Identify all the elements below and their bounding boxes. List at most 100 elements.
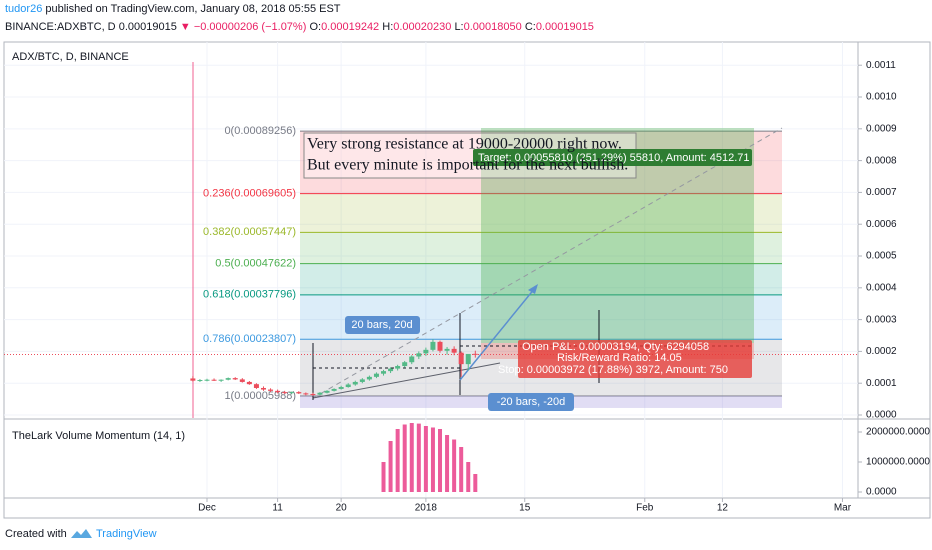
pane-title: TheLark Volume Momentum (14, 1) (12, 430, 185, 442)
position-label: Stop: 0.00003972 (17.88%) 3972, Amount: … (498, 364, 728, 376)
footer-brand[interactable]: TradingView (96, 528, 157, 540)
candle-body (423, 349, 429, 354)
footer (0, 519, 932, 550)
candle-body (225, 378, 231, 380)
candle-body (402, 362, 408, 367)
arrow (459, 287, 536, 381)
change: ▼ −0.00000206 (−1.07%) (180, 21, 306, 33)
candle-body (366, 376, 372, 380)
last: 0.00019015 (119, 21, 177, 33)
symbol: BINANCE:ADXBTC, D (5, 21, 116, 33)
range-box (488, 393, 574, 411)
candle-body (239, 379, 245, 382)
arrow-head (528, 284, 538, 294)
candle-body (324, 390, 330, 393)
tool-labels: Target: 0.00055810 (251.29%) 55810, Amou… (12, 51, 752, 442)
y-tick-label: 0.0008 (866, 155, 897, 166)
candle-body (303, 393, 309, 395)
footer-text: Created with (5, 528, 67, 540)
bar (445, 435, 450, 492)
y-tick-label: 0.0004 (866, 282, 897, 293)
x-tick-label: Dec (198, 503, 216, 514)
x-tick-label: 15 (519, 503, 531, 514)
published: published on TradingView.com, January 08… (42, 3, 340, 15)
candle-body (373, 373, 379, 377)
candle-body (458, 352, 464, 365)
position-label: Open P&L: 0.00003194, Qty: 6294058 (522, 341, 709, 353)
y-tick-label: 0.0005 (866, 251, 897, 262)
projection-line (312, 127, 783, 399)
bar (416, 423, 421, 492)
bar (473, 474, 478, 492)
candle-body (331, 388, 337, 391)
candle-body (289, 392, 295, 394)
candle-body (310, 394, 316, 396)
y-tick-label: 0.0006 (866, 219, 897, 230)
candle-body (430, 341, 436, 350)
y-tick-label: 0.0000 (866, 487, 897, 498)
x-tick-label: Feb (636, 503, 654, 514)
bar (395, 429, 400, 492)
y-tick-label: 0.0002 (866, 346, 897, 357)
y-tick-label: 0.0001 (866, 378, 897, 389)
candle-body (444, 348, 450, 351)
candle-body (317, 392, 323, 395)
h-value: 0.00020230 (393, 21, 451, 33)
candle-body (253, 384, 259, 388)
candle-body (282, 392, 288, 394)
candle-body (246, 381, 252, 385)
fib-label: 0.618(0.00037796) (203, 289, 296, 301)
candle-body (296, 392, 302, 394)
candle-body (359, 379, 365, 382)
y-tick-label: 0.0000 (866, 410, 897, 421)
candle-body (232, 378, 238, 380)
candle-body (465, 353, 471, 365)
bar (388, 441, 393, 492)
candle-body (451, 348, 457, 353)
y-tick-label: 0.0003 (866, 314, 897, 325)
candle-body (409, 356, 415, 363)
bar (430, 427, 435, 492)
candle-body (395, 366, 401, 369)
bar (466, 462, 471, 492)
y-tick-label: 0.0009 (866, 123, 897, 134)
candle-body (381, 371, 387, 374)
logo (71, 529, 92, 538)
range-label: 20 bars, 20d (351, 319, 412, 331)
x-tick-label: 11 (272, 503, 283, 514)
bar (423, 426, 428, 492)
o-label: O: (309, 21, 321, 33)
author[interactable]: tudor26 (5, 3, 42, 15)
x-tick-label: 2018 (415, 503, 438, 514)
y-tick-label: 0.0011 (866, 60, 896, 71)
candle-body (416, 353, 422, 357)
c-label: C: (525, 21, 536, 33)
y-tick-label: 0.0007 (866, 187, 897, 198)
l-value: 0.00018050 (464, 21, 522, 33)
position-box (518, 340, 752, 378)
fib-label: 1(0.00005988) (224, 390, 296, 402)
header-line: tudor26 published on TradingView.com, Ja… (5, 3, 341, 15)
candle-body (211, 379, 217, 381)
candle-body (275, 390, 281, 393)
bar (438, 429, 443, 492)
x-tick-label: Mar (834, 503, 852, 514)
fib-band (300, 263, 782, 295)
fib-label: 0.236(0.00069605) (203, 188, 296, 200)
pane-title: ADX/BTC, D, BINANCE (12, 51, 129, 63)
fib-label: 0(0.00089256) (224, 125, 296, 137)
x-tick-label: 20 (336, 503, 348, 514)
candle-body (352, 381, 358, 385)
candle-body (190, 378, 196, 381)
target-box (473, 149, 752, 166)
range-box (345, 316, 420, 334)
candle-body (268, 389, 274, 391)
candle-body (472, 353, 478, 355)
y-tick-label: 2000000.0000 (866, 427, 930, 438)
bar (409, 423, 414, 492)
l-label: L: (454, 21, 463, 33)
y-tick-label: 1000000.0000 (866, 457, 930, 468)
symbol-line: BINANCE:ADXBTC, D 0.00019015 ▼ −0.000002… (5, 21, 594, 33)
